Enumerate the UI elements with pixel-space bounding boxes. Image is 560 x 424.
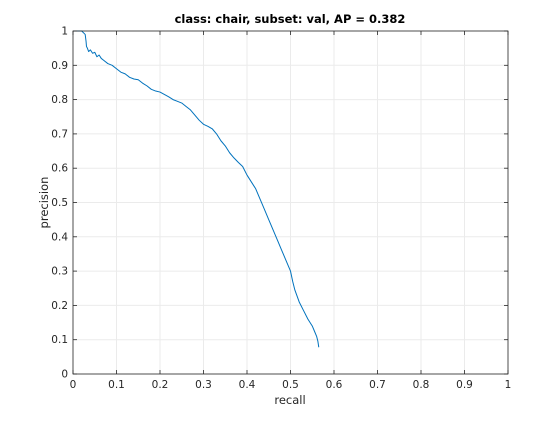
x-tick-label: 0 bbox=[70, 379, 77, 391]
y-tick-label: 0.8 bbox=[51, 94, 68, 106]
ticks: 0 0.1 0.2 0.3 0.4 0.5 0.6 0.7 0.8 0.9 1 0 0.1 0.2 0.3 0… bbox=[51, 26, 511, 392]
x-tick-label: 0.4 bbox=[239, 379, 256, 391]
x-tick-label: 0.8 bbox=[413, 379, 430, 391]
y-tick-label: 1 bbox=[61, 26, 68, 38]
x-tick-label: 0.9 bbox=[456, 379, 473, 391]
x-tick-label: 0.2 bbox=[152, 379, 169, 391]
series-line-precision-recall bbox=[73, 30, 320, 348]
x-axis-label: recall bbox=[274, 393, 305, 407]
series-layer bbox=[73, 30, 320, 348]
y-tick-label: 0.5 bbox=[51, 197, 68, 209]
chart-title: class: chair, subset: val, AP = 0.382 bbox=[175, 12, 406, 26]
x-tick-label: 0.7 bbox=[369, 379, 386, 391]
y-tick-label: 0.2 bbox=[51, 300, 68, 312]
y-tick-label: 0.6 bbox=[51, 163, 68, 175]
x-tick-label: 1 bbox=[505, 379, 512, 391]
y-axis-label: precision bbox=[37, 177, 51, 229]
x-tick-label: 0.5 bbox=[282, 379, 299, 391]
y-tick-label: 0.1 bbox=[51, 334, 68, 346]
y-tick-label: 0 bbox=[61, 369, 68, 381]
x-tick-label: 0.6 bbox=[326, 379, 343, 391]
y-tick-label: 0.7 bbox=[51, 128, 68, 140]
y-tick-label: 0.4 bbox=[51, 231, 68, 243]
y-tick-label: 0.3 bbox=[51, 266, 68, 278]
y-tick-label: 0.9 bbox=[51, 60, 68, 72]
x-tick-label: 0.3 bbox=[195, 379, 212, 391]
x-tick-label: 0.1 bbox=[108, 379, 125, 391]
